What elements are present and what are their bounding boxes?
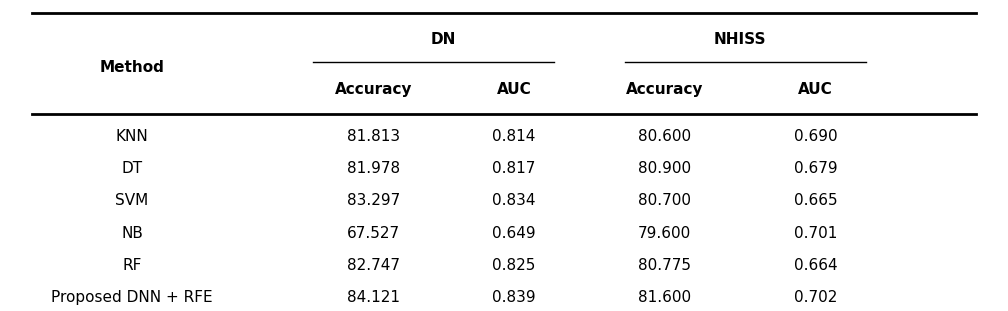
Text: 83.297: 83.297 xyxy=(347,193,400,208)
Text: 82.747: 82.747 xyxy=(347,258,400,273)
Text: AUC: AUC xyxy=(497,82,531,97)
Text: 0.679: 0.679 xyxy=(794,161,838,176)
Text: NB: NB xyxy=(121,226,143,241)
Text: 80.600: 80.600 xyxy=(638,129,691,144)
Text: 0.701: 0.701 xyxy=(794,226,838,241)
Text: 0.664: 0.664 xyxy=(794,258,838,273)
Text: 0.825: 0.825 xyxy=(492,258,535,273)
Text: Accuracy: Accuracy xyxy=(335,82,412,97)
Text: 0.834: 0.834 xyxy=(492,193,536,208)
Text: 67.527: 67.527 xyxy=(347,226,400,241)
Text: 81.600: 81.600 xyxy=(638,290,691,305)
Text: 80.700: 80.700 xyxy=(638,193,691,208)
Text: DN: DN xyxy=(431,32,457,47)
Text: 79.600: 79.600 xyxy=(638,226,691,241)
Text: 0.814: 0.814 xyxy=(492,129,535,144)
Text: 0.690: 0.690 xyxy=(794,129,838,144)
Text: 81.978: 81.978 xyxy=(347,161,400,176)
Text: AUC: AUC xyxy=(798,82,833,97)
Text: NHISS: NHISS xyxy=(714,32,766,47)
Text: 80.900: 80.900 xyxy=(638,161,691,176)
Text: 0.665: 0.665 xyxy=(794,193,838,208)
Text: 0.839: 0.839 xyxy=(492,290,536,305)
Text: 81.813: 81.813 xyxy=(347,129,400,144)
Text: SVM: SVM xyxy=(116,193,149,208)
Text: 0.649: 0.649 xyxy=(492,226,536,241)
Text: RF: RF xyxy=(122,258,142,273)
Text: Proposed DNN + RFE: Proposed DNN + RFE xyxy=(51,290,213,305)
Text: 0.817: 0.817 xyxy=(492,161,535,176)
Text: KNN: KNN xyxy=(116,129,148,144)
Text: Method: Method xyxy=(100,60,164,75)
Text: 84.121: 84.121 xyxy=(347,290,400,305)
Text: DT: DT xyxy=(122,161,142,176)
Text: 80.775: 80.775 xyxy=(638,258,691,273)
Text: 0.702: 0.702 xyxy=(794,290,838,305)
Text: Accuracy: Accuracy xyxy=(626,82,704,97)
